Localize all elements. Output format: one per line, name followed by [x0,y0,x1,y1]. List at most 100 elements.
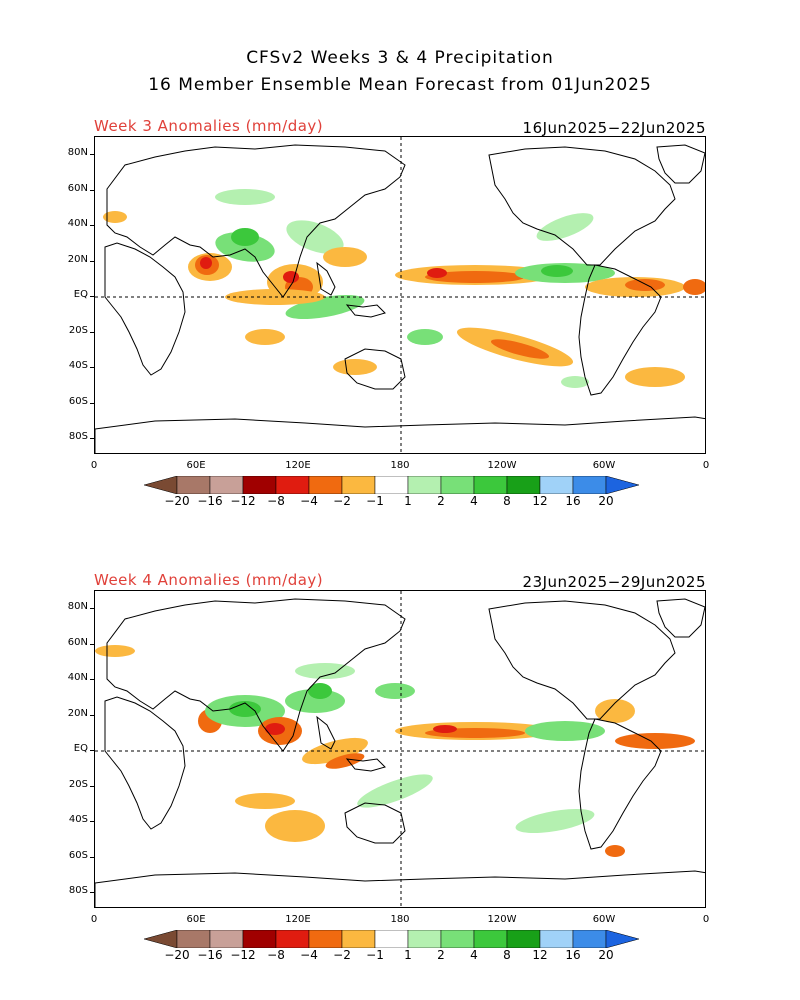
colorbar-swatch [605,475,640,495]
colorbar-swatch [242,929,277,949]
colorbar-label: −2 [333,948,351,962]
colorbar-label: −1 [366,494,384,508]
latitude-tick [90,856,94,858]
longitude-tick-label: 0 [702,460,710,471]
latitude-tick-label: 40N [67,218,88,229]
anomaly-patch-wet_light [295,663,355,679]
anomaly-patch-dry_strong [427,268,447,278]
colorbar-label: −4 [300,948,318,962]
longitude-tick-label: 0 [90,914,98,925]
anomaly-patch-dry_light [103,211,127,223]
colorbar-label: 20 [598,948,614,962]
latitude-tick [90,402,94,404]
anomaly-patch-dry_strong [283,271,299,283]
longitude-tick-label: 180 [390,460,410,471]
latitude-tick [90,331,94,333]
colorbar-swatch [539,929,574,949]
latitude-tick [90,154,94,155]
colorbar-swatch [440,929,475,949]
coastline [316,715,336,750]
colorbar-swatch [143,475,178,495]
longitude-tick-label: 0 [90,460,98,471]
latitude-tick-label: 80N [67,147,88,158]
colorbar-label: 4 [470,948,478,962]
week4-colorbar: −20 −16 −12 −8 −4 −2 −1 1 2 4 8 12 16 20 [143,929,656,962]
latitude-tick-label: 80S [68,431,88,442]
colorbar-label: 1 [404,948,412,962]
latitude-tick-label: 60S [68,395,88,407]
colorbar-swatch [506,475,541,495]
colorbar-swatch [572,475,607,495]
anomaly-patch-wet_strong [229,701,261,717]
latitude-tick-label: 20N [67,253,88,265]
week4-date-range: 23Jun2025−29Jun2025 [522,573,706,591]
colorbar-swatch [473,475,508,495]
coastline [104,242,186,376]
latitude-tick [90,750,94,751]
longitude-tick-label: 120E [285,460,311,471]
longitude-tick-label: 60E [186,914,206,925]
anomaly-patch-wet_light [536,213,594,241]
anomaly-patch-dry_strong [265,723,285,735]
colorbar-label: −20 [164,948,190,962]
anomaly-patch-wet_mid [525,721,605,741]
colorbar-swatch [407,929,442,949]
anomaly-patch-dry_light [595,699,635,723]
latitude-tick-label: 60S [68,849,88,861]
coastline [106,144,406,298]
colorbar-swatch [341,475,376,495]
latitude-tick [90,296,94,297]
week4-anomaly-map [94,590,706,908]
coastline [656,598,705,638]
colorbar-label: −20 [164,494,190,508]
latitude-tick-label: 40N [67,672,88,683]
colorbar-label: −8 [267,948,285,962]
coastline [578,264,662,396]
chart-title-line2: 16 Member Ensemble Mean Forecast from 01… [148,75,652,95]
precip-anomaly-field [95,591,705,907]
anomaly-patch-dry_mid [490,339,550,359]
anomaly-patch-dry_light [265,810,325,842]
anomaly-patch-dry_strong [200,257,212,269]
latitude-tick [90,260,94,262]
colorbar-label: 2 [437,948,445,962]
longitude-tick-label: 120E [285,914,311,925]
colorbar-swatch [176,475,211,495]
colorbar-swatch [539,475,574,495]
colorbar-label: 2 [437,494,445,508]
colorbar-swatch [209,929,244,949]
colorbar-label: 12 [532,494,548,508]
latitude-tick-label: 80N [67,601,88,612]
coastline [488,146,676,266]
colorbar-swatches [143,475,640,495]
anomaly-patch-wet_mid [375,683,415,699]
anomaly-patch-wet_mid [285,294,365,320]
anomaly-patch-dry_light [333,359,377,375]
colorbar-swatch [176,929,211,949]
latitude-tick-label: 40S [68,360,88,371]
longitude-tick-label: 180 [390,914,410,925]
colorbar-label: −16 [197,494,223,508]
longitude-tick-label: 60W [592,914,616,925]
latitude-tick [90,367,94,368]
latitude-tick [90,608,94,609]
latitude-tick-label: 60N [67,636,88,648]
colorbar-swatch [374,929,409,949]
latitude-tick-label: 40S [68,814,88,825]
colorbar-label: −8 [267,494,285,508]
longitude-tick-label: 120W [487,914,517,925]
longitude-tick-label: 60W [592,460,616,471]
latitude-tick [90,189,94,191]
week3-colorbar: −20 −16 −12 −8 −4 −2 −1 1 2 4 8 12 16 20 [143,475,656,508]
precip-anomaly-field [95,137,705,453]
latitude-tick [90,821,94,822]
colorbar-swatch [572,929,607,949]
colorbar-label: −1 [366,948,384,962]
latitude-tick-label: 60N [67,182,88,194]
coastline [316,261,336,296]
colorbar-swatches [143,929,640,949]
anomaly-patch-wet_light [215,189,275,205]
colorbar-label: −16 [197,948,223,962]
latitude-tick [90,643,94,645]
chart-title-line1: CFSv2 Weeks 3 & 4 Precipitation [246,48,554,68]
